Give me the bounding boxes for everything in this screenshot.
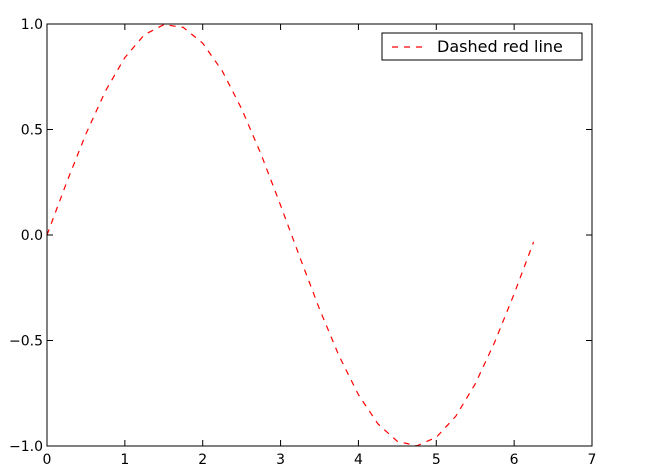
x-tick-label: 2 — [198, 452, 207, 468]
y-tick-label: 1.0 — [21, 17, 43, 33]
legend: Dashed red line — [381, 32, 583, 61]
x-tick-label: 5 — [432, 452, 441, 468]
x-tick-label: 0 — [43, 452, 52, 468]
plot-background — [47, 24, 592, 446]
axes: 0 1 2 3 4 5 6 7 1.0 0.5 0.0 −0.5 −1.0 — [9, 17, 596, 468]
x-tick-label: 6 — [510, 452, 519, 468]
y-tick-label: −0.5 — [9, 334, 43, 350]
x-tick-label: 3 — [276, 452, 285, 468]
legend-box — [381, 32, 583, 61]
y-tick-label: −1.0 — [9, 439, 43, 455]
plot-area — [47, 24, 592, 446]
x-tick-label: 1 — [120, 452, 129, 468]
y-tick-label: 0.0 — [21, 228, 43, 244]
y-tick-label: 0.5 — [21, 123, 43, 139]
x-tick-label: 7 — [588, 452, 597, 468]
x-tick-label: 4 — [354, 452, 363, 468]
legend-label: Dashed red line — [437, 37, 563, 56]
